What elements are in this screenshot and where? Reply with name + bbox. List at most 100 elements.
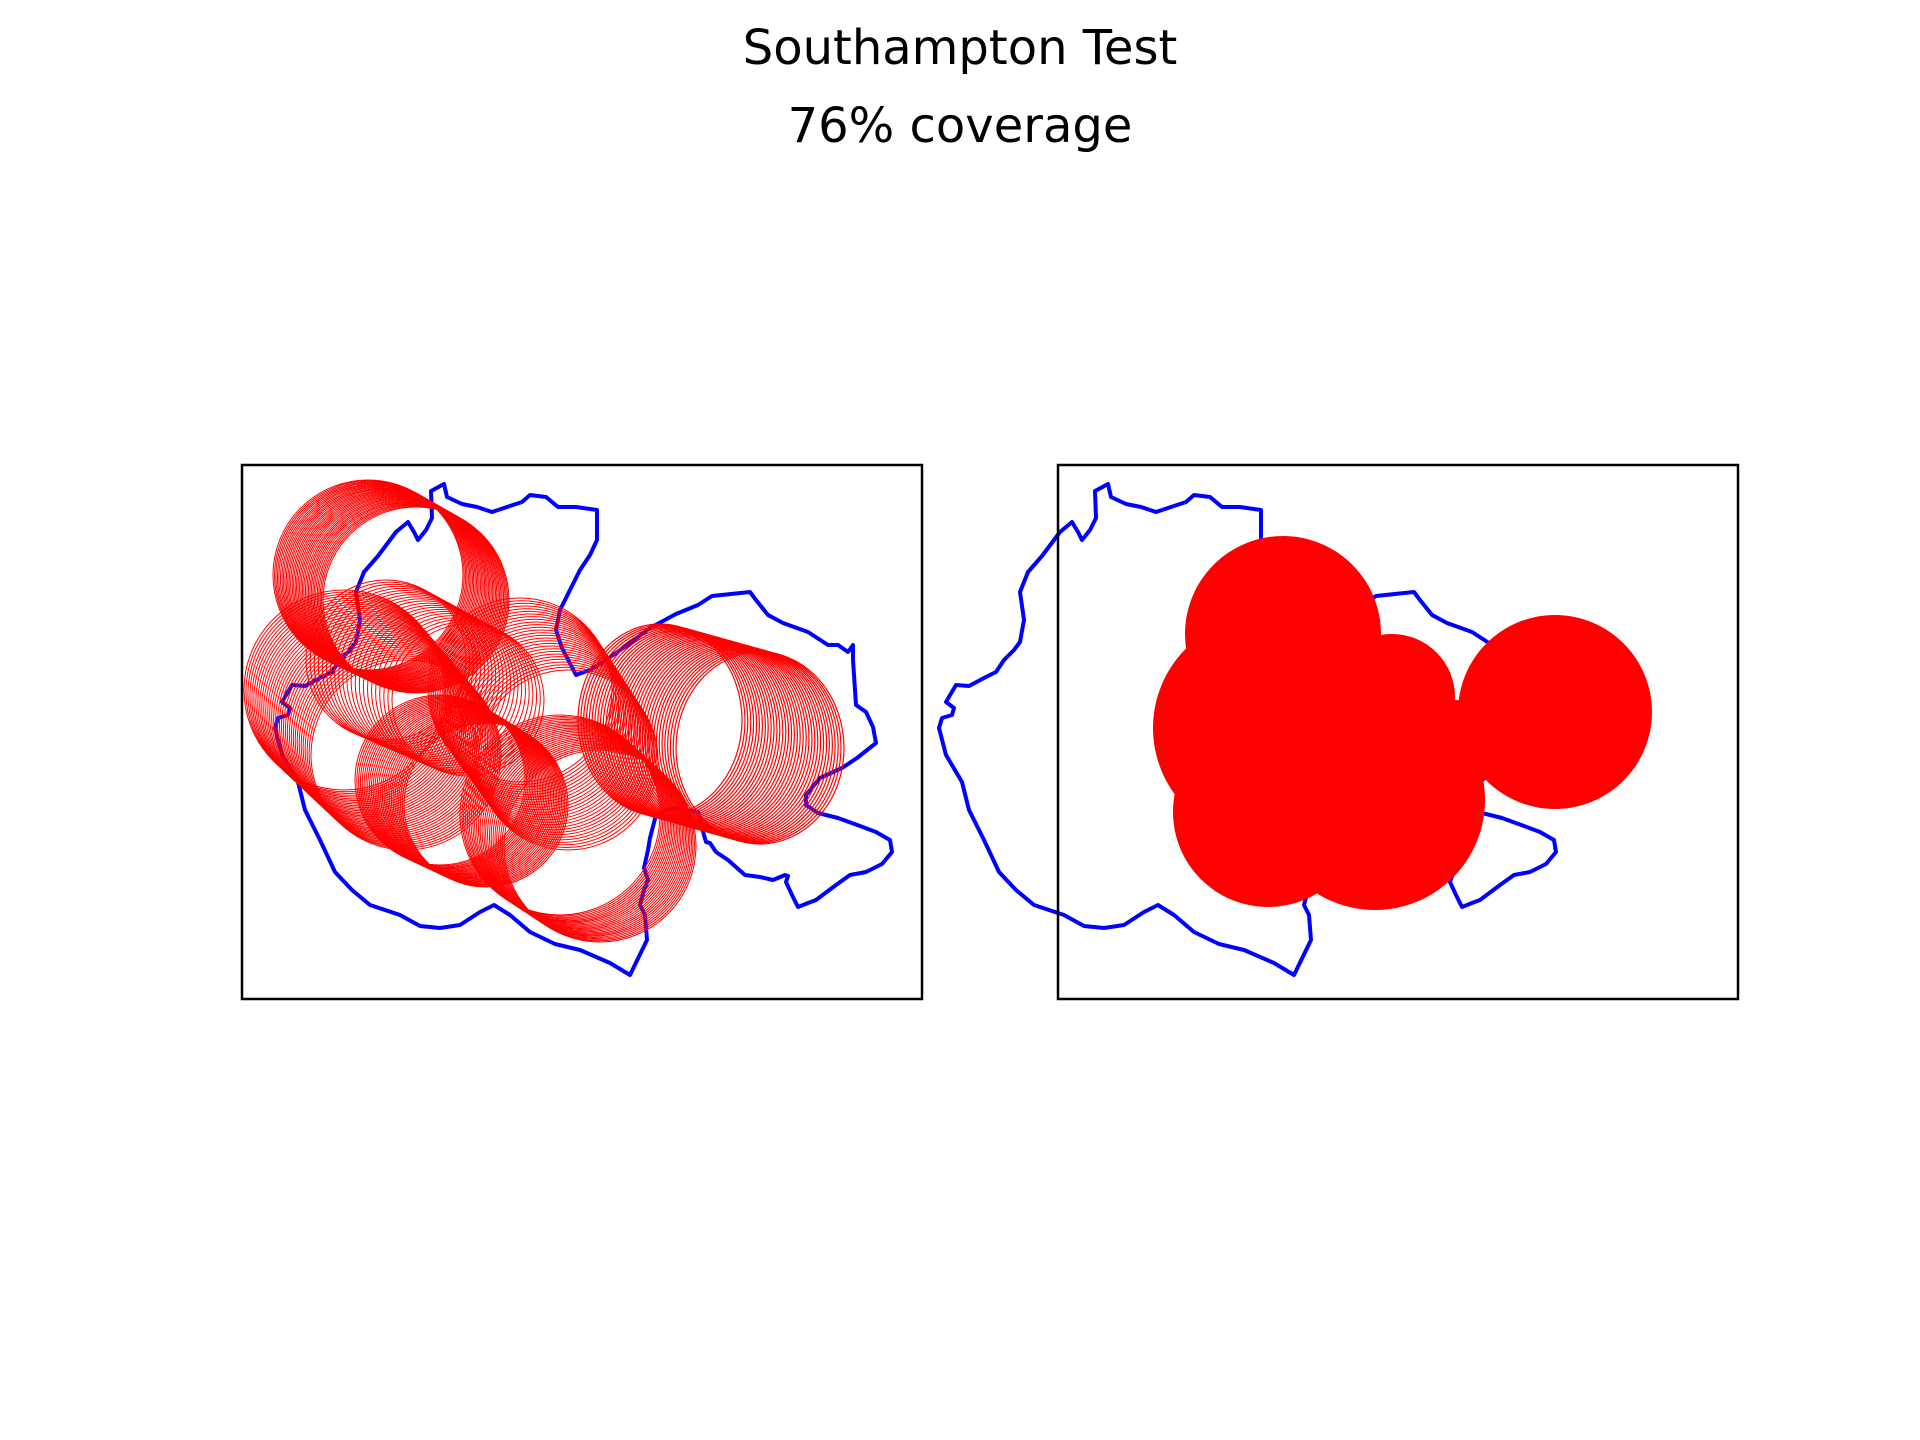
coverage-circle-outline: [293, 490, 483, 680]
coverage-circle-filled: [1458, 615, 1652, 809]
coverage-circle-outline: [334, 594, 493, 753]
coverage-circle-outline: [433, 605, 618, 791]
coverage-circle-outline: [330, 592, 489, 751]
coverage-circle-outline: [338, 596, 497, 755]
coverage-ring-outline: [647, 643, 816, 837]
coverage-circle-outline: [281, 484, 472, 675]
coverage-circle-outline: [468, 656, 650, 838]
left-panel-frame: [240, 463, 924, 1001]
coverage-circle-outline: [272, 479, 464, 671]
coverage-circle-outline: [472, 724, 672, 924]
coverage-circle-outline: [477, 729, 676, 927]
coverage-circle-outline: [371, 613, 526, 768]
coverage-circle-outline: [501, 748, 695, 942]
coverage-circle-outline: [481, 732, 679, 929]
coverage-circle-outline: [485, 734, 682, 932]
coverage-circle-outline: [245, 591, 447, 793]
chart-subtitle: 76% coverage: [787, 98, 1133, 154]
coverage-ring-outline: [675, 651, 845, 845]
coverage-circle-outline: [313, 501, 502, 690]
coverage-ring-outline: [669, 649, 839, 844]
coverage-circle-outline: [440, 616, 625, 801]
coverage-circle-outline: [385, 712, 553, 880]
coverage-circle-outline: [316, 503, 505, 691]
coverage-circle-outline: [279, 483, 471, 674]
coverage-circle-outline: [313, 583, 474, 744]
coverage-circle-outline: [305, 579, 467, 741]
coverage-circle-outline: [363, 699, 534, 870]
coverage-circle-outline: [401, 721, 567, 887]
coverage-circle-outline: [475, 666, 657, 849]
coverage-ring-outline: [667, 648, 836, 843]
coverage-circle-outline: [476, 727, 674, 926]
coverage-circle-outline: [350, 602, 508, 760]
coverage-circle-outline: [317, 585, 478, 746]
coverage-circle-outline: [362, 608, 519, 765]
coverage-circle-outline: [367, 611, 523, 767]
right-map-panel: [937, 463, 1740, 1001]
coverage-circle-outline: [287, 487, 478, 678]
coverage-circle-outline: [447, 626, 632, 811]
coverage-circle-outline: [494, 742, 690, 937]
coverage-circle-outline: [288, 636, 483, 832]
coverage-circle-outline: [429, 600, 615, 785]
coverage-circle-outline: [304, 497, 494, 686]
coverage-circle-outline: [303, 496, 492, 685]
coverage-circle-outline: [378, 707, 547, 877]
coverage-circle-outline: [468, 721, 668, 922]
coverage-circle-outline: [359, 697, 531, 868]
coverage-circle-outline: [309, 581, 471, 743]
coverage-circle-outline: [498, 745, 692, 940]
coverage-circle-outline: [276, 481, 468, 673]
coverage-circle-outline: [470, 723, 670, 923]
coverage-circle-outline: [300, 494, 490, 684]
chart-title: Southampton Test: [742, 20, 1178, 76]
coverage-circle-outline: [301, 495, 491, 685]
coverage-circle-outline: [288, 488, 479, 678]
coverage-circle-outline: [375, 615, 530, 770]
left-map-panel: [240, 463, 924, 1001]
coverage-circle-outline: [321, 587, 482, 748]
right-coverage-circles: [1153, 536, 1652, 910]
right-panel-frame: [1056, 463, 1740, 1001]
coverage-circle-outline: [306, 497, 495, 687]
coverage-ring-outline: [641, 641, 810, 836]
left-coverage-circles: [243, 479, 845, 943]
coverage-circle-outline: [346, 600, 504, 758]
coverage-ring-outline: [652, 644, 822, 839]
coverage-circle-outline: [342, 598, 500, 756]
coverage-circle-outline: [354, 604, 512, 762]
coverage-circle-outline: [319, 504, 507, 693]
coverage-circle-outline: [379, 617, 534, 772]
coverage-circle-outline: [243, 589, 445, 791]
coverage-circle-outline: [446, 624, 630, 808]
coverage-circle-outline: [291, 489, 482, 680]
coverage-circle-outline: [387, 621, 541, 775]
coverage-circle-outline: [453, 634, 637, 818]
coverage-circle-outline: [275, 481, 467, 672]
coverage-circle-outline: [299, 493, 488, 683]
coverage-circle-outline: [290, 489, 480, 679]
coverage-circle-outline: [459, 642, 642, 826]
coverage-circle-outline: [394, 717, 561, 884]
coverage-ring-outline: [664, 648, 833, 842]
coverage-circle-outline: [307, 498, 496, 687]
coverage-circle-outline: [309, 499, 498, 688]
coverage-circle-outline: [474, 726, 673, 925]
coverage-circle-outline: [296, 492, 486, 682]
coverage-ring-outline: [644, 642, 813, 836]
coverage-circle-outline: [285, 486, 476, 677]
coverage-circle-outline: [318, 504, 506, 692]
coverage-ring-outline: [658, 646, 828, 840]
coverage-circle-outline: [310, 500, 499, 689]
coverage-circle-outline: [294, 491, 484, 681]
coverage-circle-outline: [358, 606, 515, 763]
coverage-circle-outline: [492, 740, 688, 936]
coverage-ring-outline: [672, 650, 842, 844]
coverage-circle-outline: [472, 661, 654, 843]
coverage-circle-outline: [438, 613, 623, 798]
coverage-circle-outline: [284, 485, 475, 676]
coverage-circle-outline: [383, 619, 538, 774]
coverage-ring-outline: [650, 644, 819, 838]
